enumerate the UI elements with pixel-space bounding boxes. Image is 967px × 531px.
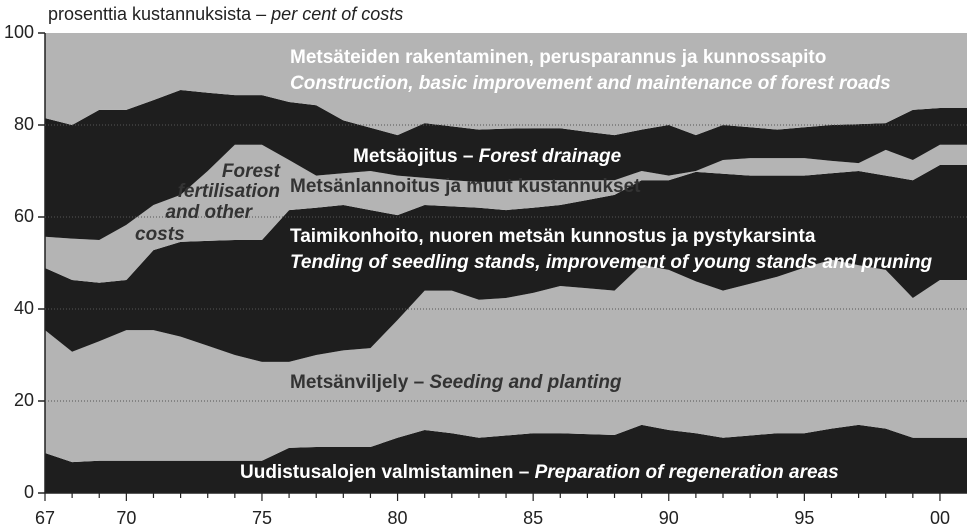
series-name: Metsäteiden rakentaminen, perusparannus … — [290, 47, 826, 68]
series-name: Uudistusalojen valmistaminen — [240, 462, 513, 483]
y-label-en: per cent of costs — [270, 4, 403, 24]
series-name: Taimikonhoito, nuoren metsän kunnostus j… — [290, 226, 816, 247]
series-label: Metsänlannoitus ja muut kustannukset — [290, 176, 641, 197]
y-tick-label: 20 — [14, 390, 34, 410]
y-tick-label: 80 — [14, 114, 34, 134]
x-tick-label: 70 — [116, 508, 136, 528]
area — [45, 144, 967, 283]
dash: – — [256, 4, 266, 24]
y-tick-label: 100 — [4, 22, 34, 42]
y-tick-label: 40 — [14, 298, 34, 318]
x-tick-label: 00 — [930, 508, 950, 528]
area — [45, 165, 967, 362]
y-tick-label: 0 — [24, 482, 34, 502]
y-axis-label: prosenttia kustannuksista – per cent of … — [48, 4, 403, 24]
x-tick-label: 67 — [35, 508, 55, 528]
x-tick-label: 95 — [794, 508, 814, 528]
area — [45, 424, 967, 493]
series-name-en: Forest drainage — [479, 146, 622, 167]
series-name-en: Preparation of regeneration areas — [535, 462, 839, 483]
series-name-en: fertilisation — [178, 181, 280, 202]
series-name: Metsänviljely — [290, 372, 409, 393]
series-name-en: Construction, basic improvement and main… — [290, 73, 891, 94]
series-name-en: costs — [135, 224, 185, 245]
series-label: Taimikonhoito, nuoren metsän kunnostus j… — [290, 226, 933, 273]
y-label-fi: prosenttia kustannuksista — [48, 4, 252, 24]
series-label: Uudistusalojen valmistaminen – Preparati… — [240, 462, 839, 483]
series-label: Metsäteiden rakentaminen, perusparannus … — [290, 47, 891, 94]
y-tick-label: 60 — [14, 206, 34, 226]
area — [45, 259, 967, 463]
series-name-en: Seeding and planting — [429, 372, 622, 393]
series-name-en: Tending of seedling stands, improvement … — [290, 252, 933, 273]
area — [45, 90, 967, 240]
dash: – — [519, 462, 530, 483]
series-name: Metsäojitus — [353, 146, 458, 167]
x-tick-label: 85 — [523, 508, 543, 528]
x-tick-label: 75 — [252, 508, 272, 528]
series-name-en: Forest — [222, 161, 281, 182]
x-tick-label: 90 — [659, 508, 679, 528]
series-label: Metsänviljely – Seeding and planting — [290, 372, 622, 393]
area — [45, 33, 967, 136]
dash: – — [414, 372, 425, 393]
x-tick-label: 80 — [388, 508, 408, 528]
dash: – — [463, 146, 474, 167]
series-label: Metsäojitus – Forest drainage — [353, 146, 622, 167]
series-name-en: and other — [165, 202, 253, 223]
